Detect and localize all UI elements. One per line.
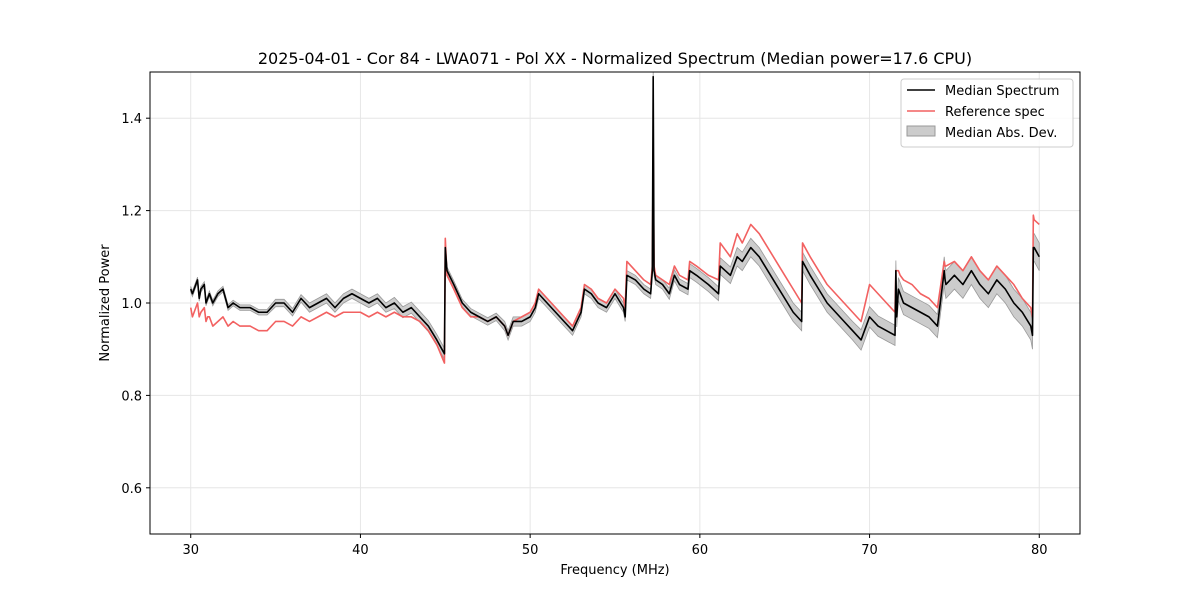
legend-label-mad: Median Abs. Dev. [945,126,1057,141]
y-tick-label: 1.2 [121,205,142,220]
y-tick-label: 1.4 [121,112,142,127]
legend: Median Spectrum Reference spec Median Ab… [900,78,1074,148]
x-tick-label: 50 [522,543,539,558]
y-tick-label: 0.6 [121,482,142,497]
y-axis-label: Normalized Power [98,244,113,362]
legend-box [900,78,1074,148]
x-tick-label: 70 [861,543,878,558]
y-tick-label: 0.8 [121,389,142,404]
reference-spectrum-line [189,149,1040,364]
legend-label-reference: Reference spec [945,105,1045,120]
legend-swatch-mad [906,125,936,137]
series-layer [189,75,1040,364]
median-spectrum-line [189,75,1040,355]
x-tick-label: 80 [1031,543,1048,558]
x-axis-label: Frequency (MHz) [560,563,669,578]
legend-label-median: Median Spectrum [945,84,1059,99]
ticks: 30 40 50 60 70 80 0.6 0.8 1.0 1.2 1.4 [121,112,1047,558]
x-tick-label: 60 [692,543,709,558]
x-tick-label: 30 [182,543,199,558]
y-tick-label: 1.0 [121,297,142,312]
chart-title: 2025-04-01 - Cor 84 - LWA071 - Pol XX - … [258,49,972,68]
x-tick-label: 40 [352,543,369,558]
